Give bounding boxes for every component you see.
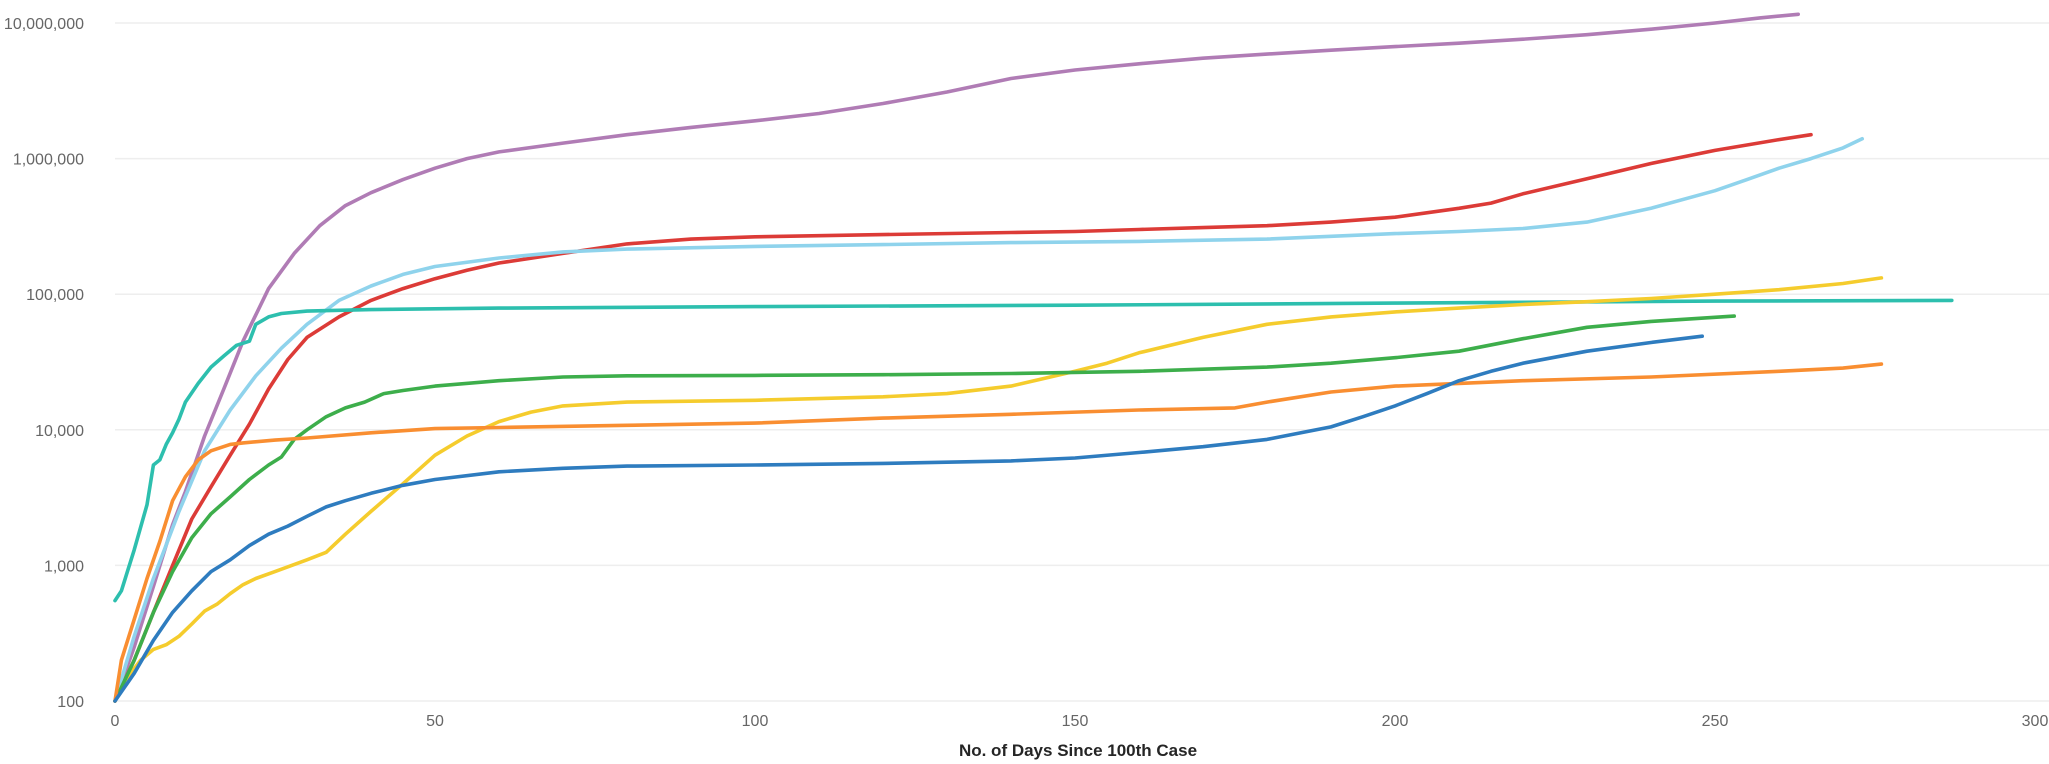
series-line-7 bbox=[113, 362, 1884, 703]
series-line-6 bbox=[113, 314, 1736, 703]
series-line-3 bbox=[113, 137, 1864, 703]
y-axis-tick-labels: 100 1,000 10,000 100,000 1,000,000 10,000,000 bbox=[4, 16, 84, 711]
series-line-5 bbox=[113, 276, 1884, 703]
x-tick-label: 150 bbox=[1062, 713, 1089, 730]
y-tick-label: 100 bbox=[57, 694, 84, 711]
x-tick-label: 100 bbox=[742, 713, 769, 730]
y-tick-label: 1,000 bbox=[44, 558, 84, 575]
y-tick-label: 10,000 bbox=[35, 423, 84, 440]
series-line-2 bbox=[113, 132, 1813, 703]
x-tick-label: 50 bbox=[426, 713, 444, 730]
x-axis-tick-labels: 0 50 100 150 200 250 300 bbox=[111, 713, 2049, 730]
y-tick-label: 10,000,000 bbox=[4, 16, 84, 33]
series-line-1 bbox=[113, 12, 1800, 703]
x-tick-label: 0 bbox=[111, 713, 120, 730]
gridlines bbox=[115, 22, 2049, 702]
x-tick-label: 200 bbox=[1382, 713, 1409, 730]
series-lines bbox=[113, 12, 1954, 703]
x-axis-title: No. of Days Since 100th Case bbox=[959, 741, 1197, 760]
y-tick-label: 100,000 bbox=[26, 287, 84, 304]
series-line-4 bbox=[113, 298, 1954, 603]
x-tick-label: 300 bbox=[2022, 713, 2049, 730]
y-tick-label: 1,000,000 bbox=[13, 152, 84, 169]
series-line-8 bbox=[113, 334, 1704, 703]
x-tick-label: 250 bbox=[1702, 713, 1729, 730]
